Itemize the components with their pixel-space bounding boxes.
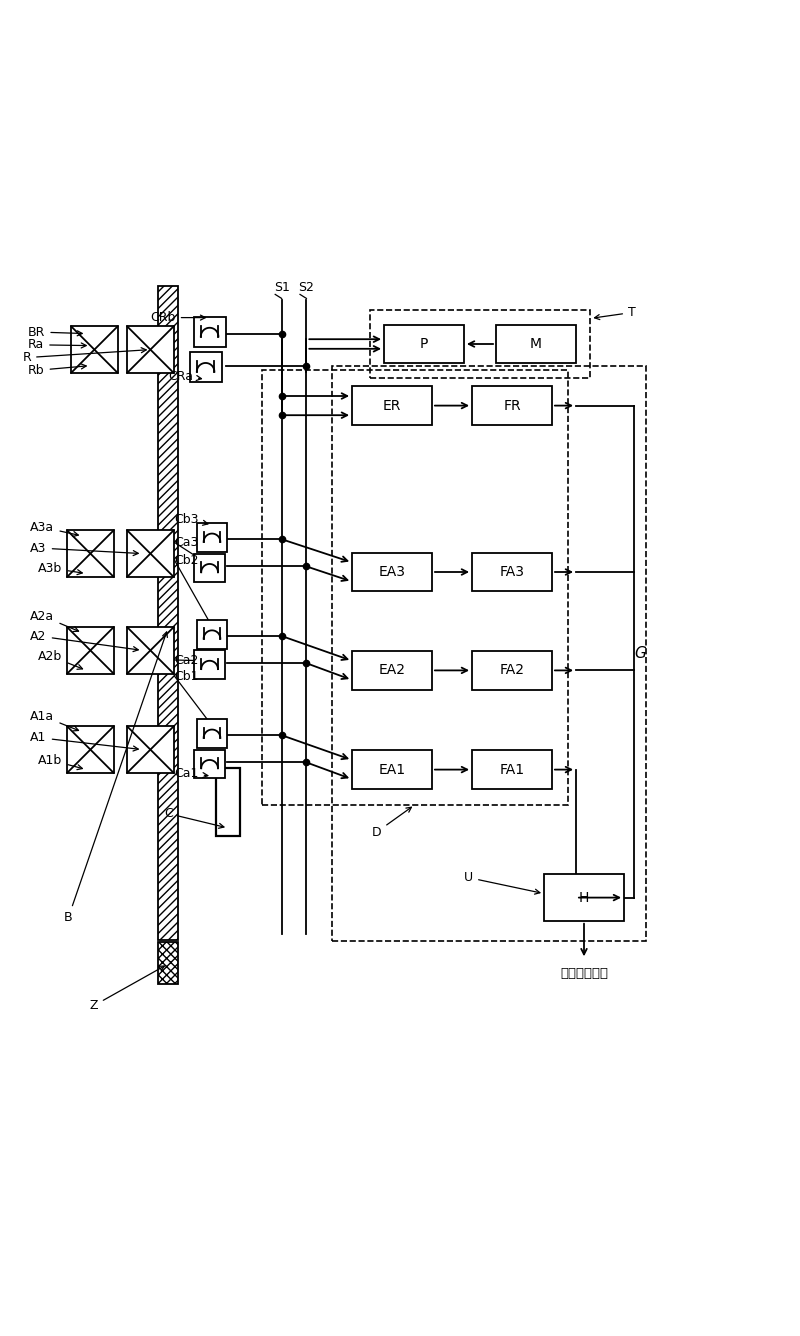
Bar: [194, 553, 225, 582]
Text: A2b: A2b: [38, 649, 82, 669]
Text: CRa: CRa: [168, 370, 202, 382]
Text: A3b: A3b: [38, 561, 82, 574]
Bar: [216, 768, 240, 836]
Text: Rb: Rb: [28, 363, 86, 377]
Text: 输出棒位信息: 输出棒位信息: [560, 967, 608, 981]
Bar: [352, 386, 432, 425]
Bar: [158, 286, 178, 941]
Bar: [352, 651, 432, 689]
Text: EA2: EA2: [378, 664, 406, 677]
Text: Ca2: Ca2: [174, 653, 198, 667]
Text: B: B: [64, 632, 167, 925]
Text: H: H: [579, 891, 589, 904]
Bar: [197, 719, 227, 748]
Text: M: M: [530, 337, 542, 351]
Bar: [67, 530, 114, 577]
Bar: [472, 751, 552, 788]
Bar: [127, 326, 174, 373]
Bar: [197, 524, 227, 552]
Text: A1b: A1b: [38, 754, 82, 770]
Bar: [194, 317, 226, 347]
Bar: [262, 370, 568, 804]
Text: A3a: A3a: [30, 521, 78, 537]
Bar: [71, 326, 118, 373]
Bar: [332, 366, 646, 941]
Text: R: R: [22, 347, 146, 365]
Bar: [352, 751, 432, 788]
Text: Ca3: Ca3: [174, 536, 198, 549]
Text: S1: S1: [274, 281, 290, 294]
Bar: [370, 310, 590, 378]
Bar: [472, 651, 552, 689]
Bar: [194, 651, 225, 679]
Bar: [127, 727, 174, 772]
Text: Cb1: Cb1: [174, 669, 199, 683]
Text: Z: Z: [90, 966, 164, 1013]
Text: S2: S2: [298, 281, 314, 294]
Text: Cb2: Cb2: [174, 553, 199, 566]
Text: A2: A2: [30, 629, 138, 652]
Text: T: T: [594, 306, 636, 319]
Text: FR: FR: [503, 398, 521, 413]
Text: A1a: A1a: [30, 709, 78, 731]
Text: CRb: CRb: [150, 311, 206, 325]
Text: BR: BR: [28, 326, 82, 338]
Text: Cb3: Cb3: [174, 513, 208, 525]
Text: A2a: A2a: [30, 609, 78, 632]
Text: EA1: EA1: [378, 763, 406, 776]
Bar: [544, 874, 624, 921]
Bar: [496, 325, 576, 363]
Bar: [384, 325, 464, 363]
Text: FA3: FA3: [499, 565, 525, 578]
Text: EA3: EA3: [378, 565, 406, 578]
Text: D: D: [372, 807, 411, 839]
Bar: [194, 749, 225, 779]
Text: A1: A1: [30, 731, 138, 751]
Bar: [67, 627, 114, 673]
Bar: [472, 386, 552, 425]
Bar: [127, 530, 174, 577]
Bar: [158, 942, 178, 985]
Bar: [127, 627, 174, 673]
Bar: [197, 620, 227, 649]
Bar: [352, 553, 432, 592]
Text: ER: ER: [383, 398, 401, 413]
Text: P: P: [420, 337, 428, 351]
Text: C: C: [164, 807, 224, 828]
Text: Ca1: Ca1: [174, 767, 208, 780]
Text: Ra: Ra: [28, 338, 86, 351]
Bar: [67, 727, 114, 772]
Text: U: U: [464, 871, 540, 894]
Text: FA1: FA1: [499, 763, 525, 776]
Bar: [472, 553, 552, 592]
Text: A3: A3: [30, 541, 138, 556]
Text: G: G: [634, 647, 646, 661]
Bar: [190, 351, 222, 382]
Text: FA2: FA2: [499, 664, 525, 677]
